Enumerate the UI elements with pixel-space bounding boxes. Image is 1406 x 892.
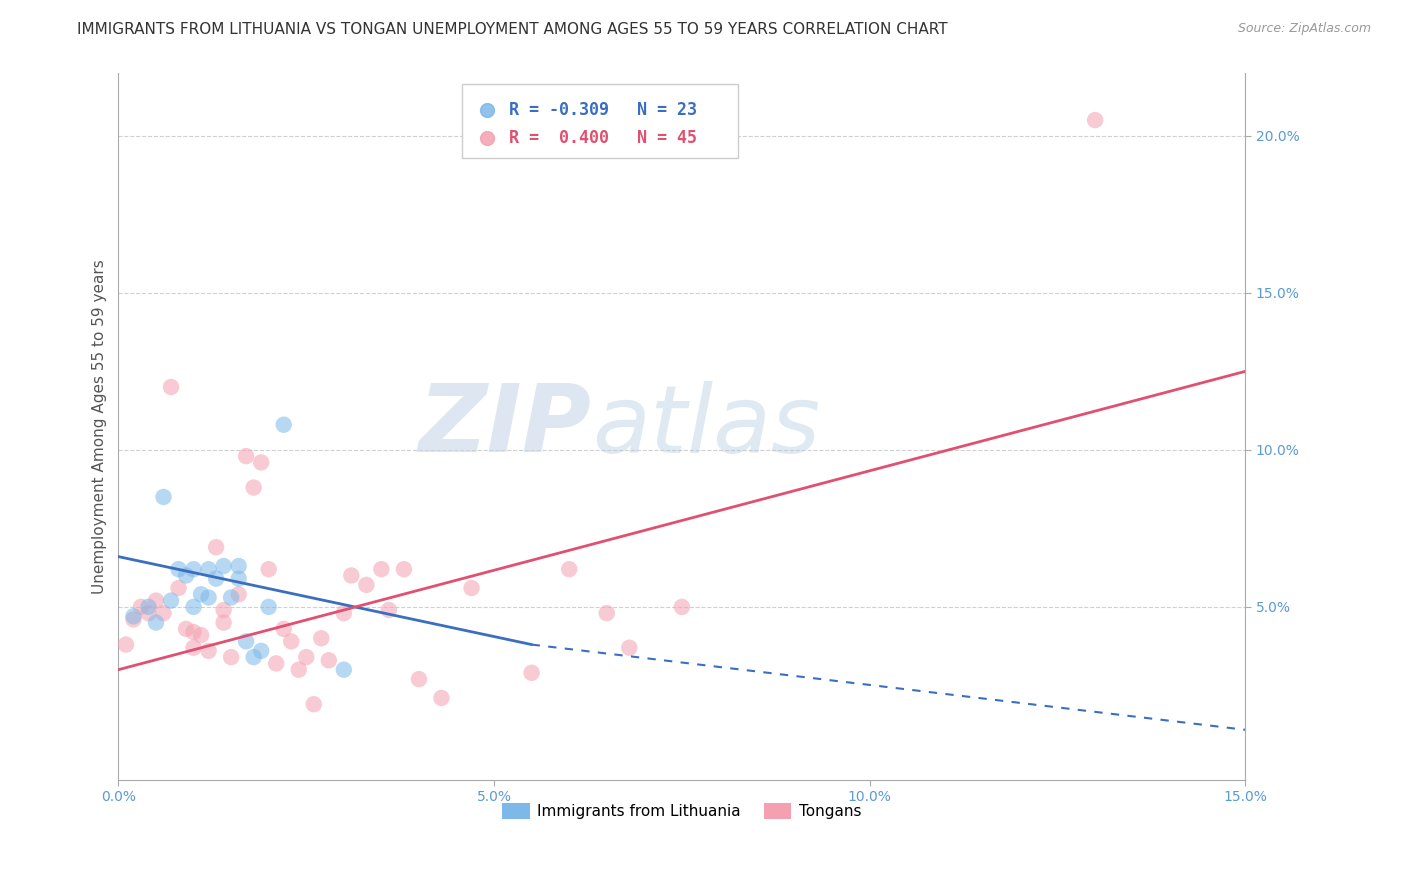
Point [340,568,363,582]
Point [671,599,693,614]
Point [160,593,183,607]
Point [183,562,205,576]
Point [273,622,295,636]
Point [392,562,415,576]
Point [122,612,145,626]
Point [212,615,235,630]
Text: ZIP: ZIP [419,380,592,472]
Point [228,559,250,574]
Point [174,568,197,582]
Point [212,559,235,574]
Point [183,625,205,640]
Point [183,640,205,655]
Point [167,562,190,576]
Point [152,490,174,504]
Point [174,622,197,636]
Point [273,417,295,432]
Text: N = 45: N = 45 [637,129,697,147]
Point [311,632,333,646]
Point [235,634,257,648]
Text: R =  0.400: R = 0.400 [509,129,609,147]
Point [257,599,280,614]
Text: N = 23: N = 23 [637,102,697,120]
Point [122,609,145,624]
Point [408,672,430,686]
Point [242,481,264,495]
Point [138,606,160,620]
Point [219,650,242,665]
Point [280,634,302,648]
Point [460,581,482,595]
Point [619,640,641,655]
Y-axis label: Unemployment Among Ages 55 to 59 years: Unemployment Among Ages 55 to 59 years [93,259,107,594]
Point [197,562,219,576]
Text: IMMIGRANTS FROM LITHUANIA VS TONGAN UNEMPLOYMENT AMONG AGES 55 TO 59 YEARS CORRE: IMMIGRANTS FROM LITHUANIA VS TONGAN UNEM… [77,22,948,37]
Point [250,455,273,469]
Text: R = -0.309: R = -0.309 [509,102,609,120]
Point [190,628,212,642]
Point [145,615,167,630]
Point [264,657,287,671]
Point [430,690,453,705]
Point [302,697,325,711]
Point [115,638,138,652]
Bar [463,84,738,158]
Point [242,650,264,665]
Legend: Immigrants from Lithuania, Tongans: Immigrants from Lithuania, Tongans [496,797,868,825]
Point [356,578,378,592]
Point [558,562,581,576]
Point [333,606,356,620]
Point [235,449,257,463]
Point [295,650,318,665]
Text: Source: ZipAtlas.com: Source: ZipAtlas.com [1237,22,1371,36]
Point [205,572,228,586]
Point [138,599,160,614]
Point [596,606,619,620]
Point [197,591,219,605]
Point [333,663,356,677]
Point [287,663,309,677]
Point [520,665,543,680]
Point [205,540,228,554]
Point [257,562,280,576]
Point [145,593,167,607]
Point [378,603,401,617]
Point [197,644,219,658]
Point [212,603,235,617]
Point [190,587,212,601]
Point [228,587,250,601]
Point [318,653,340,667]
Point [250,644,273,658]
Point [228,572,250,586]
Point [183,599,205,614]
Point [129,599,152,614]
Text: atlas: atlas [592,381,820,472]
Point [370,562,392,576]
Point [1084,113,1107,128]
Point [160,380,183,394]
Point [219,591,242,605]
Point [167,581,190,595]
Point [152,606,174,620]
